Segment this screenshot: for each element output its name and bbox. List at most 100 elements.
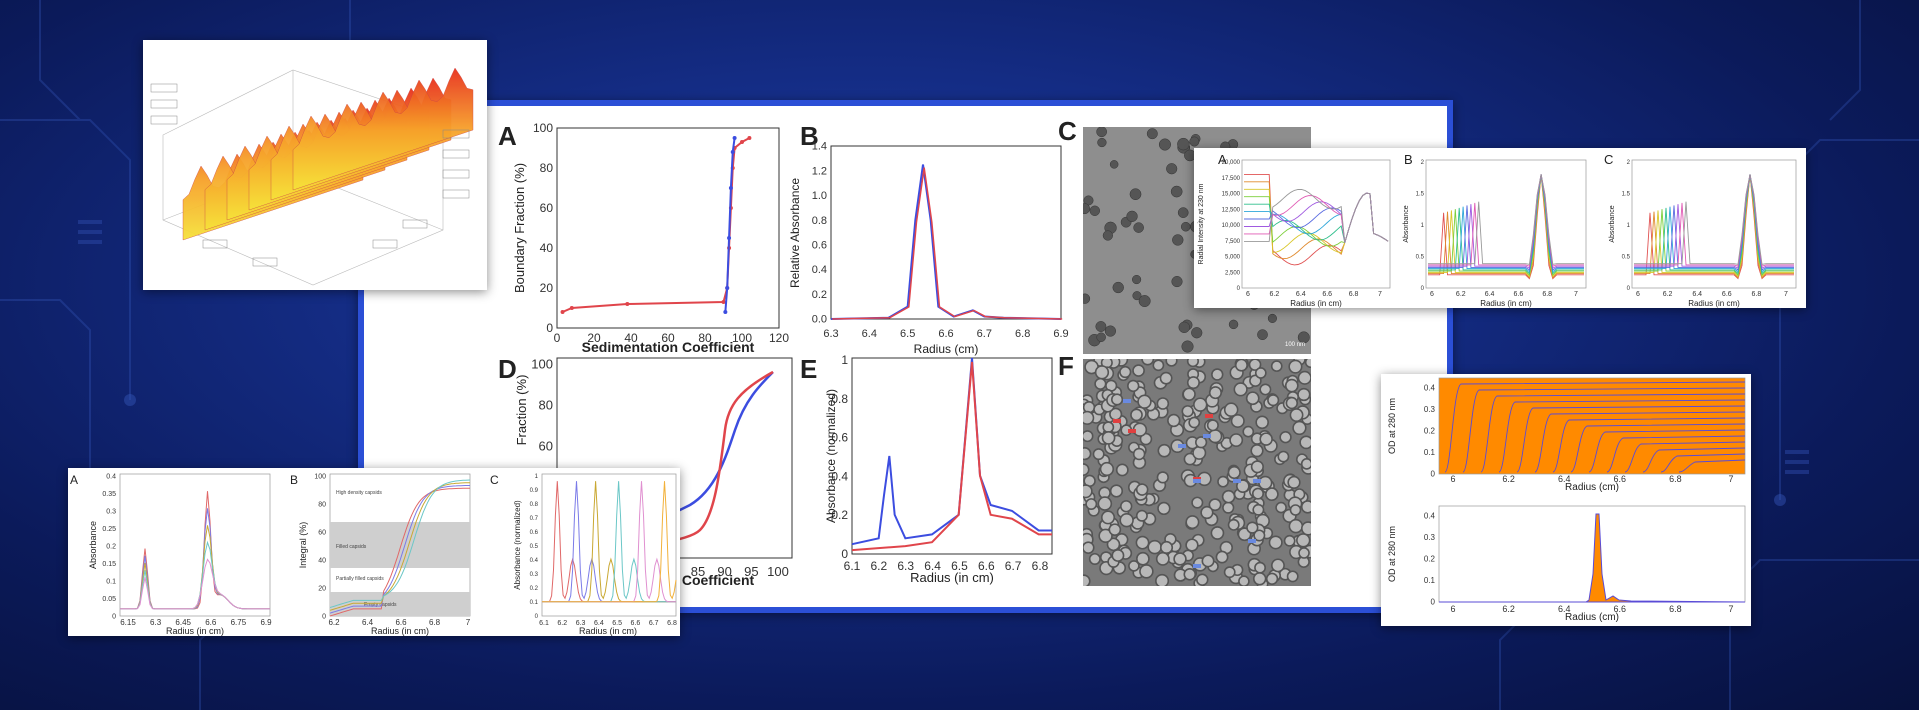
x-tick-label: 7: [466, 618, 471, 627]
bl-panel-c: C 6.1 6.2 6.3 6.4 6.5 6.6 6.7 6.8 0 0.1 0.2 0.3 0.4 0…: [490, 473, 677, 636]
x-tick-label: 20: [587, 331, 601, 345]
particle: [1288, 359, 1303, 374]
x-tick-label: 6.6: [938, 328, 953, 340]
x-tick-label: 6.3: [150, 618, 162, 627]
particle: [1300, 500, 1311, 514]
series-line: [1244, 188, 1389, 243]
particle: [1132, 291, 1142, 301]
particle: [1191, 327, 1203, 339]
blue-marker: [1233, 479, 1241, 483]
particle: [1138, 295, 1151, 307]
particle: [1245, 391, 1260, 406]
particle: [1267, 394, 1280, 407]
y-tick-label: 0.5: [1416, 255, 1425, 261]
particle: [1083, 447, 1092, 461]
y-tick-label: 0.1: [530, 600, 539, 606]
particle: [1304, 359, 1311, 369]
particle: [1208, 386, 1222, 400]
particle: [1254, 561, 1266, 574]
x-tick-label: 6.15: [120, 618, 136, 627]
particle: [1297, 387, 1311, 402]
y-tick-label: 0.4: [1424, 512, 1436, 521]
y-axis-label: Boundary Fraction (%): [512, 163, 527, 293]
particle: [1083, 430, 1094, 443]
y-tick-label: 1: [841, 353, 848, 367]
particle: [1102, 421, 1115, 434]
series-line: [542, 481, 676, 603]
particle: [1286, 570, 1299, 583]
particle: [1300, 458, 1311, 470]
x-tick-label: 6.4: [1485, 291, 1495, 298]
x-tick-label: 6.4: [924, 559, 941, 573]
x-tick-label: 6.6: [1614, 604, 1627, 614]
x-tick-label: 85: [691, 564, 705, 579]
particle: [1098, 528, 1113, 544]
x-tick-label: 40: [624, 331, 638, 345]
surface-ridge: [292, 67, 474, 191]
x-tick-label: 6.2: [1663, 291, 1673, 298]
particle: [1253, 529, 1266, 542]
x-tick-label: 6.5: [900, 328, 915, 340]
particle: [1177, 207, 1189, 218]
y-tick-label: 0.6: [812, 240, 827, 252]
y-tick-label: 0.3: [106, 508, 116, 515]
x-tick-label: 6: [1246, 291, 1250, 298]
data-point: [725, 286, 730, 290]
particle: [1248, 359, 1262, 371]
particle: [1230, 413, 1245, 428]
x-tick-label: 6.3: [897, 559, 914, 573]
series-line: [1634, 174, 1794, 269]
bottomleft-plots: A 6.15 6.3 6.45 6.6 6.75 6.9 0 0.05 0.1 0.15 0.2 0.…: [70, 473, 677, 636]
band-label: Filled capsids: [336, 544, 367, 550]
em-micrograph-icon: [1083, 359, 1311, 586]
y-tick-label: 2: [1421, 160, 1425, 166]
series-line: [1428, 174, 1584, 279]
series-line: [1660, 453, 1746, 473]
y-tick-label: 40: [540, 241, 554, 255]
series-line: [1428, 174, 1584, 278]
series-line: [1244, 192, 1389, 243]
particle: [1158, 138, 1171, 151]
particle: [1251, 487, 1264, 500]
series-line: [1462, 387, 1746, 473]
panel-letter: C: [1058, 116, 1077, 146]
y-axis-label: Absorbance (normalized): [824, 389, 838, 523]
x-tick-label: 6.6: [1614, 474, 1627, 484]
particle: [1252, 503, 1265, 516]
x-tick-label: 100: [767, 564, 789, 579]
y-tick-label: 0: [112, 613, 116, 620]
x-axis-label: Radius (in cm): [166, 626, 224, 636]
y-tick-label: 0: [1431, 470, 1436, 479]
x-tick-label: 7: [1378, 291, 1382, 298]
x-tick-label: 6.1: [844, 559, 861, 573]
particle: [1094, 365, 1110, 380]
particle: [1096, 127, 1107, 138]
y-axis-label: Absorbance: [88, 521, 98, 569]
particle: [1147, 539, 1163, 555]
od-bottom: 6 6.2 6.4 6.6 6.8 700.10.20.30.4 Radius (cm) …: [1387, 505, 1746, 623]
data-point: [727, 236, 732, 240]
series-line: [832, 167, 1063, 320]
particle: [1235, 479, 1250, 493]
series-line: [1428, 174, 1584, 277]
x-tick-label: 6.2: [1270, 291, 1280, 298]
x-tick-label: 6.7: [649, 620, 659, 627]
particle: [1141, 359, 1155, 366]
y-tick-label: 0: [1421, 286, 1425, 292]
particle: [1132, 364, 1145, 377]
x-tick-label: 6.4: [1296, 291, 1306, 298]
particle: [1292, 420, 1307, 436]
tr-panel-b: B 6 6.2 6.4 6.6 6.8 7 0 0.5 1 1.5 2 Radius (in cm)…: [1403, 152, 1587, 308]
particle: [1196, 573, 1209, 586]
y-tick-label: 0.15: [102, 561, 116, 568]
main-panel-e: E 6.1 6.2 6.3 6.4 6.5 6.6 6.7 6.8 0 0.2 0.4 0.6 0.8 1…: [800, 353, 1053, 585]
y-axis-label: OD at 280 nm: [1387, 398, 1397, 454]
particle: [1139, 564, 1154, 579]
x-tick-label: 6.4: [362, 618, 374, 627]
particle: [1299, 435, 1311, 450]
particle: [1193, 397, 1208, 412]
y-tick-label: 0.3: [1424, 533, 1436, 542]
panel-letter: F: [1058, 351, 1074, 381]
series-line: [1244, 192, 1389, 243]
particle: [1275, 501, 1287, 514]
